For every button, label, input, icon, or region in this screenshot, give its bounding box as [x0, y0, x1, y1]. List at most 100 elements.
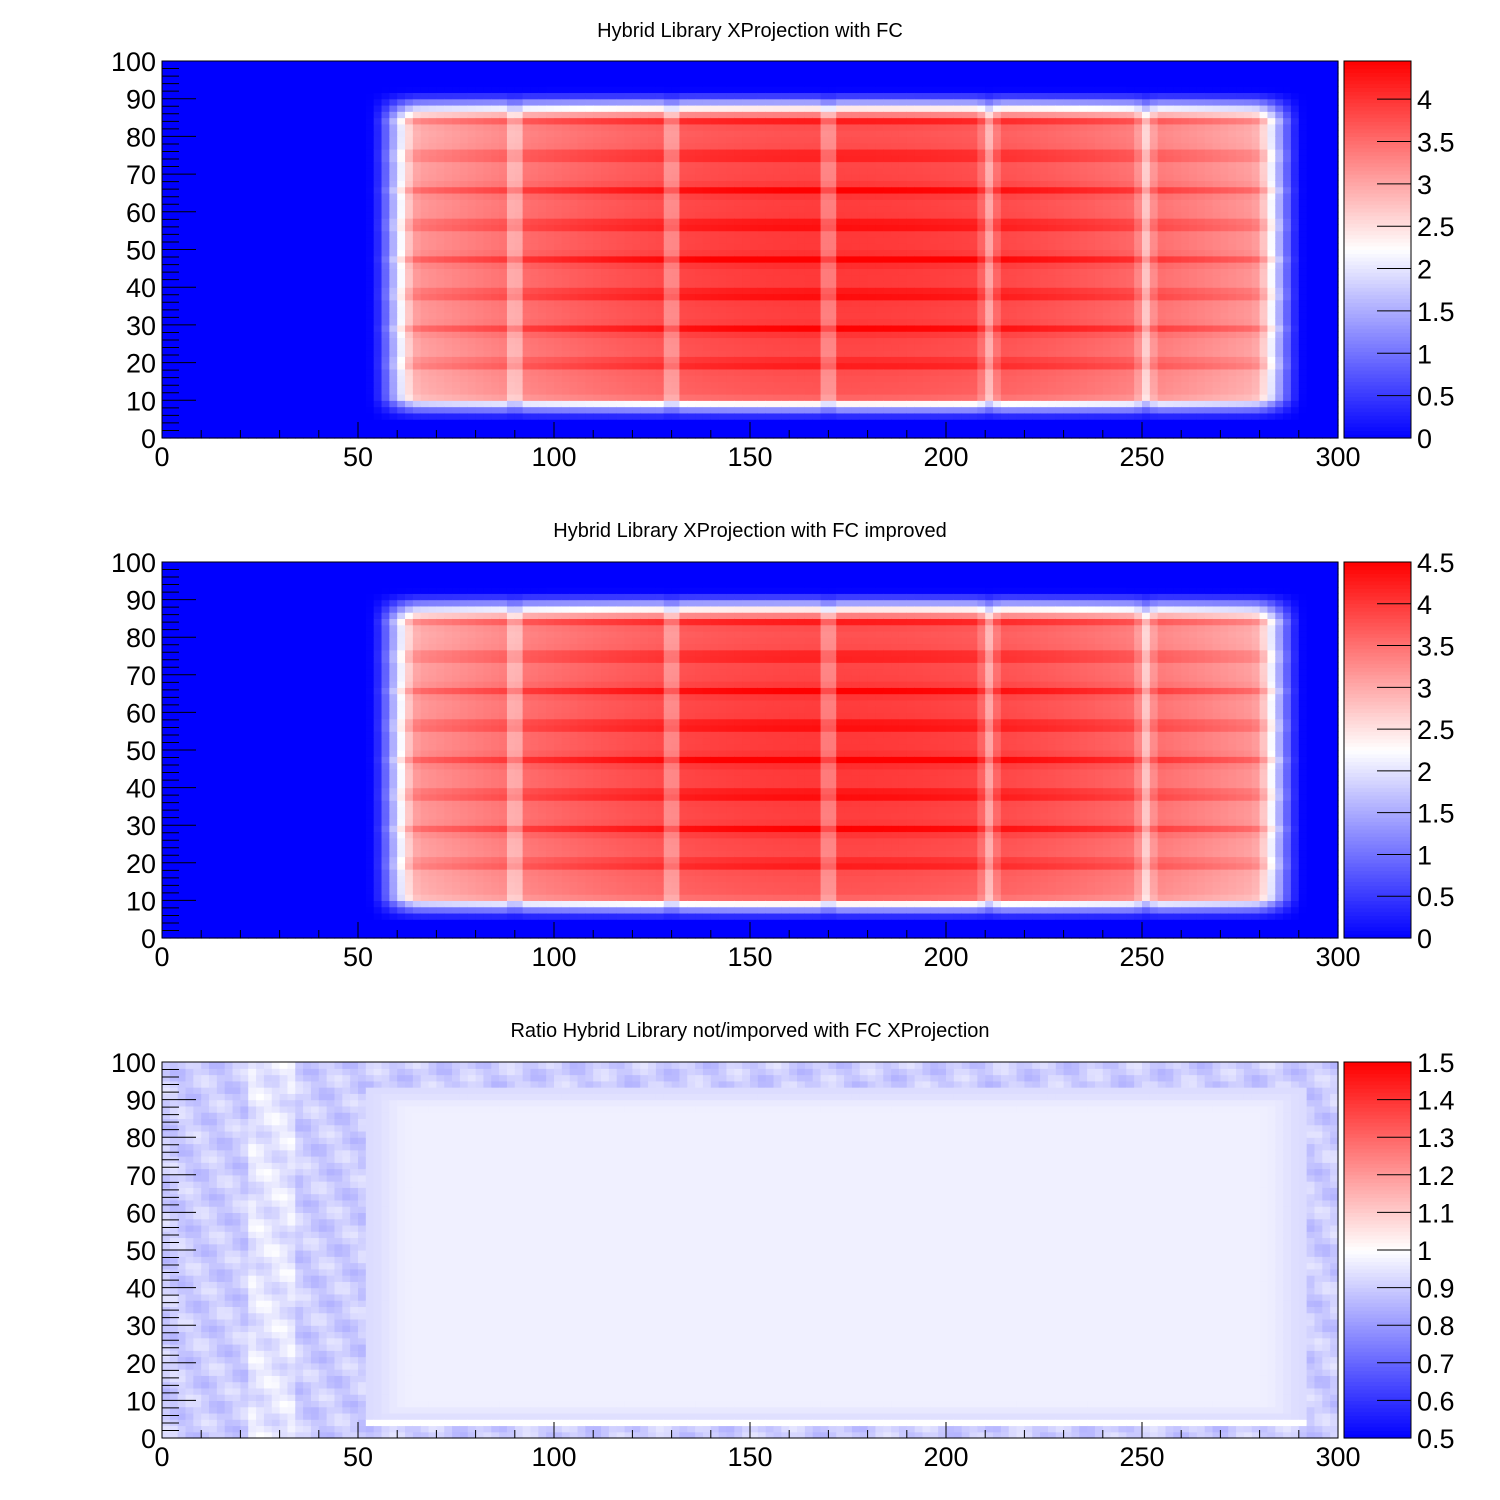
- heatmap-cell: [742, 331, 750, 338]
- heatmap-cell: [460, 143, 468, 150]
- heatmap-cell: [789, 369, 797, 376]
- heatmap-cell: [295, 237, 303, 244]
- heatmap-cell: [483, 381, 491, 388]
- heatmap-cell: [601, 356, 609, 363]
- heatmap-cell: [233, 92, 241, 99]
- heatmap-cell: [444, 319, 452, 326]
- heatmap-cell: [209, 74, 217, 81]
- heatmap-cell: [719, 388, 727, 395]
- heatmap-cell: [664, 136, 672, 143]
- heatmap-cell: [530, 350, 538, 357]
- heatmap-cell: [209, 400, 217, 407]
- heatmap-cell: [679, 237, 687, 244]
- heatmap-cell: [358, 237, 366, 244]
- heatmap-cell: [405, 375, 413, 382]
- heatmap-cell: [695, 231, 703, 238]
- heatmap-cell: [201, 206, 209, 213]
- heatmap-cell: [742, 212, 750, 219]
- heatmap-cell: [766, 413, 774, 420]
- heatmap-cell: [805, 67, 813, 74]
- heatmap-cell: [225, 388, 233, 395]
- heatmap-cell: [703, 243, 711, 250]
- heatmap-cell: [632, 369, 640, 376]
- heatmap-cell: [530, 155, 538, 162]
- heatmap-cell: [225, 174, 233, 181]
- heatmap-cell: [217, 237, 225, 244]
- heatmap-cell: [413, 111, 421, 118]
- heatmap-cell: [805, 243, 813, 250]
- heatmap-cell: [358, 350, 366, 357]
- heatmap-cell: [272, 388, 280, 395]
- heatmap-cell: [374, 319, 382, 326]
- heatmap-cell: [695, 67, 703, 74]
- heatmap-cell: [452, 237, 460, 244]
- heatmap-cell: [295, 293, 303, 300]
- heatmap-cell: [750, 218, 758, 225]
- heatmap-cell: [625, 419, 633, 426]
- heatmap-cell: [468, 394, 476, 401]
- heatmap-cell: [609, 199, 617, 206]
- heatmap-cell: [523, 287, 531, 294]
- heatmap-cell: [162, 300, 170, 307]
- heatmap-cell: [201, 325, 209, 332]
- heatmap-cell: [209, 250, 217, 257]
- heatmap-cell: [460, 306, 468, 313]
- heatmap-cell: [695, 319, 703, 326]
- heatmap-cell: [397, 375, 405, 382]
- heatmap-cell: [358, 375, 366, 382]
- heatmap-cell: [750, 281, 758, 288]
- heatmap-cell: [342, 268, 350, 275]
- heatmap-cell: [405, 92, 413, 99]
- heatmap-cell: [664, 99, 672, 106]
- heatmap-cell: [570, 388, 578, 395]
- heatmap-cell: [272, 306, 280, 313]
- heatmap-cell: [632, 149, 640, 156]
- heatmap-cell: [648, 350, 656, 357]
- heatmap-cell: [578, 256, 586, 263]
- heatmap-cell: [217, 287, 225, 294]
- heatmap-cell: [523, 74, 531, 81]
- heatmap-cell: [452, 143, 460, 150]
- heatmap-cell: [562, 243, 570, 250]
- heatmap-cell: [193, 237, 201, 244]
- heatmap-cell: [389, 149, 397, 156]
- heatmap-cell: [523, 231, 531, 238]
- heatmap-cell: [742, 262, 750, 269]
- heatmap-cell: [358, 155, 366, 162]
- heatmap-cell: [538, 419, 546, 426]
- heatmap-cell: [499, 350, 507, 357]
- heatmap-cell: [382, 67, 390, 74]
- heatmap-cell: [201, 356, 209, 363]
- heatmap-cell: [452, 306, 460, 313]
- heatmap-cell: [460, 193, 468, 200]
- heatmap-cell: [766, 74, 774, 81]
- heatmap-cell: [476, 174, 484, 181]
- heatmap-cell: [640, 237, 648, 244]
- heatmap-cell: [742, 168, 750, 175]
- heatmap-cell: [507, 143, 515, 150]
- heatmap-cell: [617, 105, 625, 112]
- heatmap-cell: [303, 381, 311, 388]
- heatmap-cell: [538, 281, 546, 288]
- heatmap-cell: [429, 86, 437, 93]
- heatmap-cell: [766, 331, 774, 338]
- heatmap-cell: [742, 337, 750, 344]
- heatmap-cell: [734, 111, 742, 118]
- heatmap-cell: [405, 350, 413, 357]
- heatmap-cell: [758, 256, 766, 263]
- heatmap-cell: [366, 180, 374, 187]
- heatmap-cell: [617, 143, 625, 150]
- heatmap-cell: [272, 337, 280, 344]
- heatmap-cell: [382, 275, 390, 282]
- heatmap-cell: [382, 388, 390, 395]
- heatmap-cell: [225, 325, 233, 332]
- heatmap-cell: [656, 124, 664, 131]
- heatmap-cell: [436, 250, 444, 257]
- heatmap-cell: [201, 92, 209, 99]
- heatmap-cell: [374, 356, 382, 363]
- heatmap-cell: [374, 300, 382, 307]
- heatmap-cell: [436, 337, 444, 344]
- heatmap-cell: [530, 187, 538, 194]
- heatmap-cell: [193, 124, 201, 131]
- heatmap-cell: [319, 67, 327, 74]
